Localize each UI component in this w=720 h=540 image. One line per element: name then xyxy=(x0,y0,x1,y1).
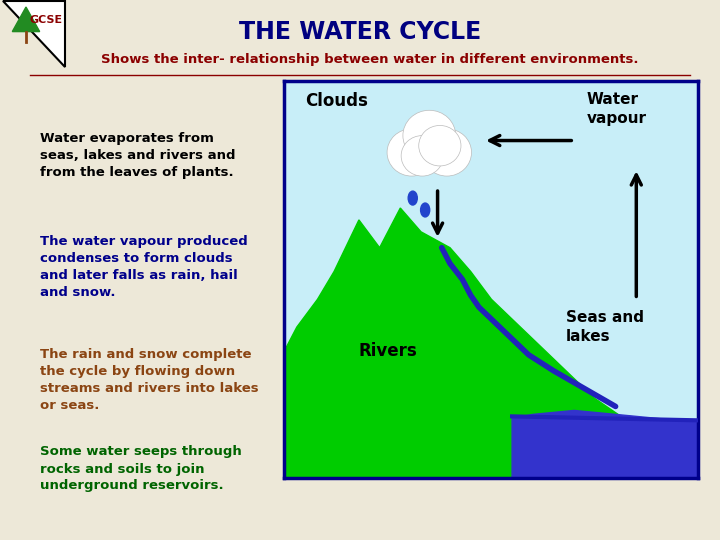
Circle shape xyxy=(401,136,444,176)
Circle shape xyxy=(419,125,461,166)
Circle shape xyxy=(403,110,456,161)
Text: Water evaporates from
seas, lakes and rivers and
from the leaves of plants.: Water evaporates from seas, lakes and ri… xyxy=(40,132,235,179)
Polygon shape xyxy=(4,2,65,66)
Ellipse shape xyxy=(420,203,430,217)
Polygon shape xyxy=(284,208,698,478)
Text: THE WATER CYCLE: THE WATER CYCLE xyxy=(239,20,481,44)
Text: Clouds: Clouds xyxy=(305,92,368,110)
Text: Water
vapour: Water vapour xyxy=(587,92,647,126)
Text: Rivers: Rivers xyxy=(359,342,418,360)
Ellipse shape xyxy=(408,191,418,205)
Text: The rain and snow complete
the cycle by flowing down
streams and rivers into lak: The rain and snow complete the cycle by … xyxy=(40,348,258,413)
Polygon shape xyxy=(12,7,40,31)
Text: Seas and
lakes: Seas and lakes xyxy=(566,310,644,344)
Text: Some water seeps through
rocks and soils to join
underground reservoirs.: Some water seeps through rocks and soils… xyxy=(40,446,241,492)
Text: GCSE: GCSE xyxy=(30,15,63,25)
Circle shape xyxy=(387,129,436,176)
Polygon shape xyxy=(512,410,698,478)
Circle shape xyxy=(422,129,472,176)
Text: The water vapour produced
condenses to form clouds
and later falls as rain, hail: The water vapour produced condenses to f… xyxy=(40,235,248,299)
Text: Shows the inter- relationship between water in different environments.: Shows the inter- relationship between wa… xyxy=(102,53,639,66)
